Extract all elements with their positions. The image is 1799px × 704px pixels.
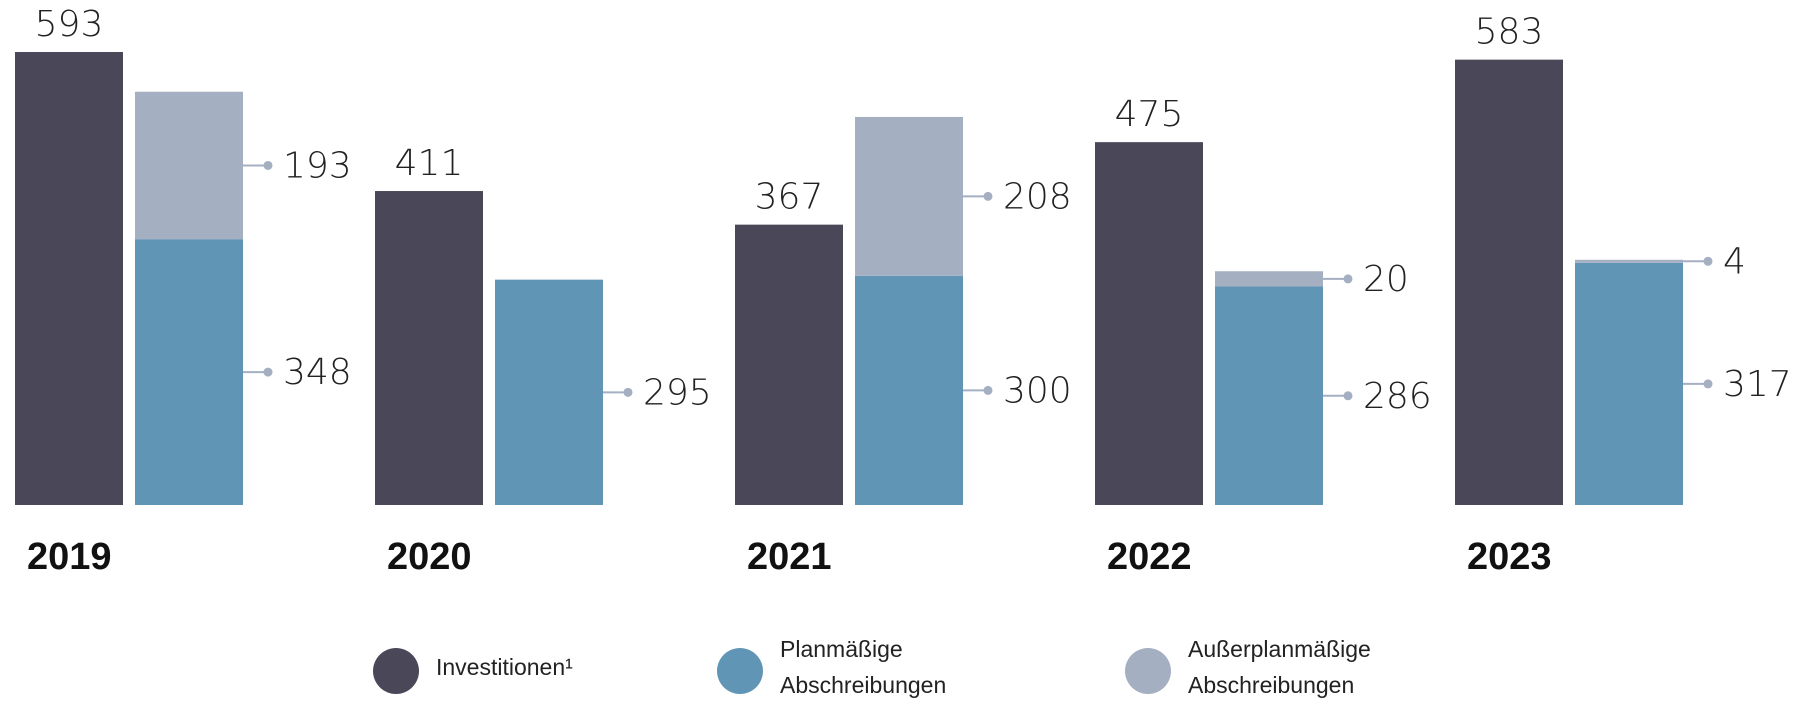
value-label: 593 (35, 4, 104, 45)
legend-label: Investitionen¹ (436, 654, 573, 680)
value-label: 300 (1003, 370, 1072, 411)
bar (1575, 262, 1683, 505)
bar (15, 52, 123, 505)
bar (855, 275, 963, 505)
value-label: 295 (643, 372, 712, 413)
leader-dot (983, 191, 993, 201)
value-label: 411 (395, 143, 464, 184)
bar (1095, 142, 1203, 505)
leader-dot (983, 385, 993, 395)
bar (1575, 259, 1683, 263)
value-label: 20 (1363, 259, 1409, 300)
legend-swatch (717, 648, 763, 694)
value-label: 475 (1115, 94, 1184, 135)
legend-item: Investitionen¹ (436, 654, 573, 680)
legend-label: Planmäßige Abschreibungen (780, 636, 947, 698)
bar (855, 116, 963, 276)
legend-item: Planmäßige Abschreibungen (780, 636, 947, 698)
leader-dot (1703, 379, 1713, 389)
value-label: 348 (283, 352, 352, 393)
legend-swatch (1125, 648, 1171, 694)
value-label: 367 (755, 177, 824, 218)
year-label: 2021 (747, 536, 832, 578)
bar (135, 239, 243, 506)
year-label: 2020 (387, 536, 472, 578)
value-label: 286 (1363, 376, 1432, 417)
bar (1215, 271, 1323, 287)
value-label: 4 (1723, 241, 1746, 282)
year-label: 2023 (1467, 536, 1552, 578)
leader-dot (263, 367, 273, 377)
bar (495, 279, 603, 505)
legend-item: Außerplanmäßige Abschreibungen (1188, 636, 1371, 698)
value-label: 317 (1723, 364, 1792, 405)
legend-swatch (373, 648, 419, 694)
leader-dot (1343, 391, 1353, 401)
value-label: 208 (1003, 176, 1072, 217)
leader-dot (1343, 274, 1353, 284)
bar (135, 91, 243, 240)
legend-label: Außerplanmäßige Abschreibungen (1188, 636, 1371, 698)
bar (1215, 286, 1323, 505)
bar (735, 224, 843, 506)
leader-dot (1703, 256, 1713, 266)
year-label: 2019 (27, 536, 112, 578)
bar (1455, 59, 1563, 505)
value-label: 583 (1475, 12, 1544, 53)
bar (375, 191, 483, 505)
value-label: 193 (283, 145, 352, 186)
leader-dot (623, 387, 633, 397)
year-label: 2022 (1107, 536, 1192, 578)
leader-dot (263, 160, 273, 170)
